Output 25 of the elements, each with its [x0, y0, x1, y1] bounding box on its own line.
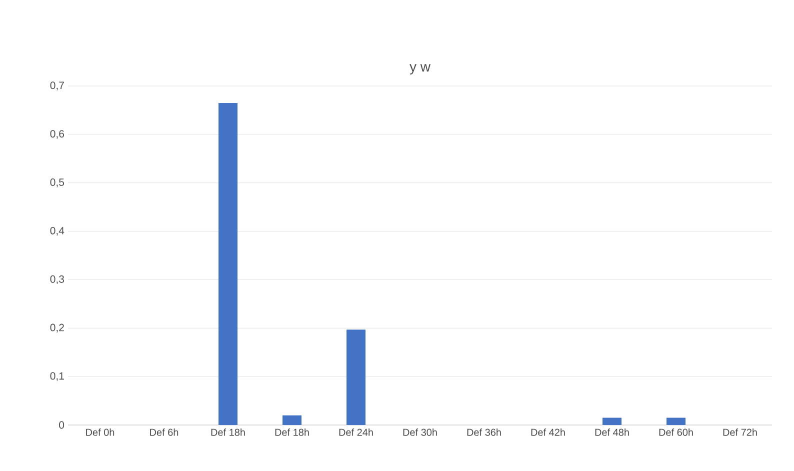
y-tick-label: 0,3	[50, 275, 64, 284]
y-tick-label: 0,4	[50, 226, 64, 236]
y-tick-label: 0,1	[50, 372, 64, 381]
x-tick-label: Def 18h	[211, 428, 245, 436]
x-tick-label: Def 48h	[595, 428, 629, 436]
y-tick-label: 0,6	[50, 130, 64, 139]
x-tick-label: Def 30h	[403, 428, 437, 436]
bar	[346, 330, 366, 425]
x-tick-label: Def 42h	[531, 428, 565, 436]
x-tick-label: Def 24h	[339, 428, 373, 436]
x-tick-label: Def 6h	[150, 428, 178, 436]
bar	[602, 418, 622, 425]
x-tick-label: Def 72h	[723, 428, 757, 436]
y-tick-label: 0,5	[50, 178, 64, 188]
x-tick-label: Def 18h	[275, 428, 309, 436]
x-tick-label: Def 0h	[86, 428, 114, 436]
y-tick-label: 0,7	[50, 82, 64, 90]
bar	[282, 415, 302, 425]
chart-title: y w	[410, 64, 431, 74]
bar	[666, 418, 686, 425]
x-tick-label: Def 60h	[659, 428, 693, 436]
x-tick-label: Def 36h	[467, 428, 501, 436]
bar	[218, 102, 238, 425]
y-tick-label: 0	[59, 421, 64, 429]
y-tick-label: 0,2	[50, 324, 64, 332]
